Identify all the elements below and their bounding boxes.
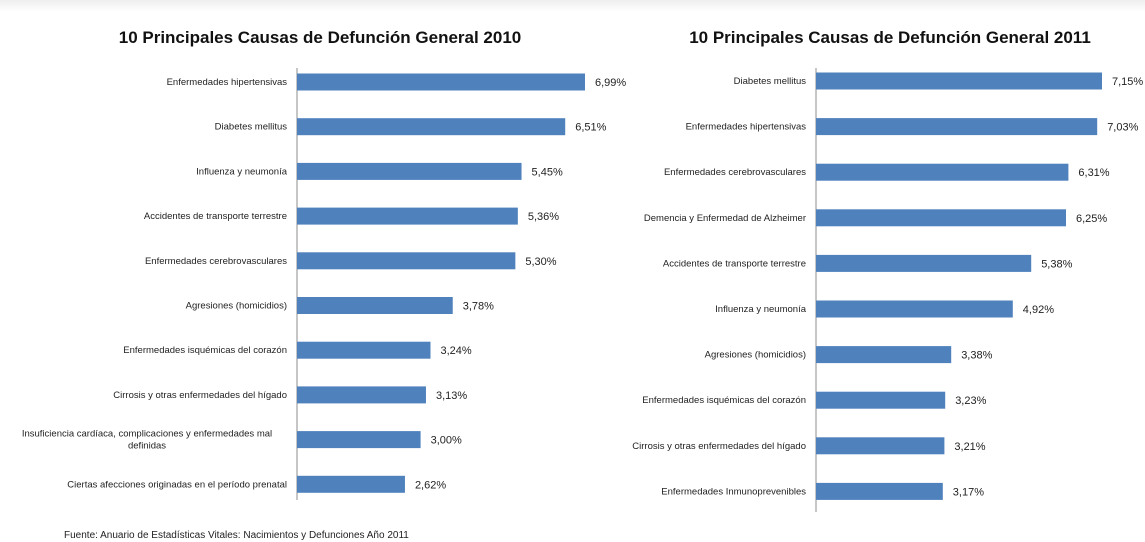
bar-2011-category-label-2: Enfermedades hipertensivas: [686, 122, 807, 133]
bar-2011-bar-1: [816, 72, 1102, 90]
bar-2010-bar-2: [297, 118, 566, 136]
bar-2010-category-label-8: Cirrosis y otras enfermedades del hígado: [113, 390, 287, 401]
bar-2010-value-label-9: 3,00%: [431, 435, 462, 447]
bar-2011-value-label-8: 3,23%: [955, 395, 986, 407]
bar-2010-value-label-3: 5,45%: [532, 166, 563, 178]
bar-2010-bar-7: [297, 341, 431, 359]
bar-2011-bar-4: [816, 209, 1066, 227]
bar-2010-value-label-1: 6,99%: [595, 77, 626, 89]
bar-2011-category-label-10: Enfermedades Inmunoprevenibles: [661, 486, 806, 497]
bar-2010-value-label-10: 2,62%: [415, 479, 446, 491]
bar-2011-bar-2: [816, 118, 1098, 136]
bar-2010-category-label-1: Enfermedades hipertensivas: [167, 77, 288, 88]
top-shadow-bar: [0, 0, 1145, 12]
bar-2011-value-label-9: 3,21%: [954, 441, 985, 453]
bar-2010-category-label-10: Ciertas afecciones originadas en el perí…: [67, 479, 287, 490]
bar-2011-category-label-1: Diabetes mellitus: [734, 76, 807, 87]
source-note: Fuente: Anuario de Estadísticas Vitales:…: [64, 530, 409, 541]
bar-2010-value-label-8: 3,13%: [436, 390, 467, 402]
bar-2010-category-label-6: Agresiones (homicidios): [186, 301, 287, 312]
bar-2011-category-label-5: Accidentes de transporte terrestre: [663, 258, 806, 269]
bar-2011-value-label-4: 6,25%: [1076, 213, 1107, 225]
bar-2011-category-label-9: Cirrosis y otras enfermedades del hígado: [632, 441, 806, 452]
bar-2010-bar-1: [297, 73, 585, 91]
bar-2010-bar-8: [297, 386, 426, 404]
bar-2011-value-label-7: 3,38%: [961, 350, 992, 362]
bar-2010-bar-10: [297, 475, 405, 493]
chart-title-2010: 10 Principales Causas de Defunción Gener…: [118, 28, 522, 47]
bar-2011-bar-5: [816, 254, 1032, 272]
bar-2010-bar-5: [297, 252, 516, 270]
bar-2011-bar-8: [816, 391, 946, 409]
bar-2011-value-label-1: 7,15%: [1112, 76, 1143, 88]
bar-2011-bar-10: [816, 482, 943, 500]
bar-2011-category-label-3: Enfermedades cerebrovasculares: [664, 167, 806, 178]
bar-2010-bar-3: [297, 162, 522, 180]
bar-2011-category-label-8: Enfermedades isquémicas del corazón: [642, 395, 806, 406]
bar-2011-bar-3: [816, 163, 1069, 181]
bar-2010-value-label-5: 5,30%: [525, 256, 556, 268]
bar-2010-bar-6: [297, 297, 453, 314]
bar-2011-category-label-7: Agresiones (homicidios): [705, 350, 806, 361]
bar-2010-category-label-4: Accidentes de transporte terrestre: [144, 211, 287, 222]
bar-2010-value-label-6: 3,78%: [463, 301, 494, 313]
bar-2011-bar-9: [816, 437, 945, 455]
bar-2011-value-label-5: 5,38%: [1041, 258, 1072, 270]
bar-2011-value-label-2: 7,03%: [1107, 122, 1138, 134]
bar-2010-bar-9: [297, 431, 421, 449]
bar-2011-category-label-6: Influenza y neumonía: [715, 304, 807, 315]
bar-2010-category-label-5: Enfermedades cerebrovasculares: [145, 256, 287, 267]
bar-2010-category-label-7: Enfermedades isquémicas del corazón: [123, 345, 287, 356]
bar-2011-value-label-10: 3,17%: [953, 486, 984, 498]
bar-2010-category-label-9: Insuficiencia cardíaca, complicaciones y…: [22, 429, 272, 452]
bar-2011-value-label-3: 6,31%: [1078, 167, 1109, 179]
bar-2010-value-label-7: 3,24%: [440, 345, 471, 357]
bar-2010-value-label-2: 6,51%: [575, 122, 606, 134]
bar-2010-category-label-2: Diabetes mellitus: [215, 122, 288, 133]
bar-2011-category-label-4: Demencia y Enfermedad de Alzheimer: [644, 213, 806, 224]
chart-title-2011: 10 Principales Causas de Defunción Gener…: [689, 28, 1091, 47]
bar-2010-value-label-4: 5,36%: [528, 211, 559, 223]
bar-2011-bar-6: [816, 300, 1013, 318]
bar-2011-bar-7: [816, 346, 952, 364]
bar-2011-value-label-6: 4,92%: [1023, 304, 1054, 316]
bar-2010-bar-4: [297, 207, 518, 225]
bar-2010-category-label-3: Influenza y neumonía: [196, 166, 288, 177]
